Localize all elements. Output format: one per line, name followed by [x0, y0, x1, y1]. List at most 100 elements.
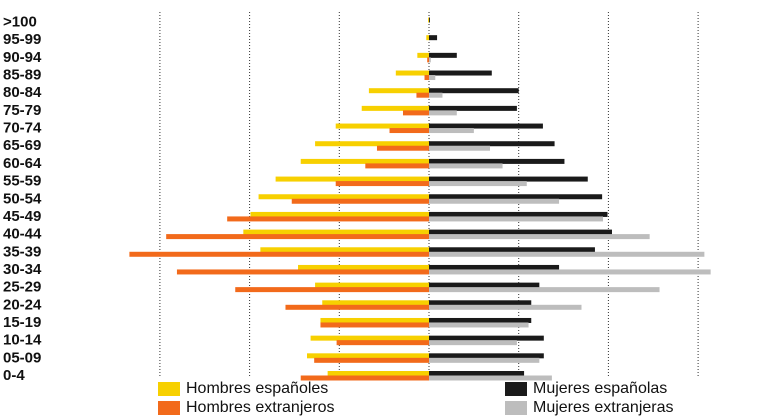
age-label: 90-94	[3, 49, 42, 66]
bar-left-espanoles	[243, 229, 429, 235]
age-label: >100	[3, 14, 37, 31]
bar-left-espanoles	[315, 282, 429, 288]
bar-left-espanoles	[320, 317, 429, 323]
bar-right-extranjeros	[429, 128, 474, 134]
bar-left-extranjeros	[176, 269, 429, 275]
bar-left-espanoles	[298, 264, 429, 270]
bar-right-espanoles	[429, 247, 595, 253]
bar-right-extranjeros	[429, 251, 705, 257]
age-label: 25-29	[3, 279, 41, 296]
legend-item-hombres-extranjeros: Hombres extranjeros	[158, 399, 335, 417]
age-label: 35-39	[3, 243, 41, 260]
age-label: 95-99	[3, 31, 41, 48]
bar-left-extranjeros	[424, 75, 429, 81]
age-label: 30-34	[3, 261, 42, 278]
bar-right-espanoles	[429, 194, 603, 200]
bar-right-espanoles	[429, 70, 492, 76]
age-labels: 0-405-0910-1415-1920-2425-2930-3435-3940…	[3, 14, 42, 385]
bar-right-extranjeros	[429, 322, 529, 328]
legend-item-hombres-espanoles: Hombres españoles	[158, 380, 328, 398]
bar-right-espanoles	[429, 123, 543, 129]
age-label: 10-14	[3, 332, 42, 349]
legend-label-hombres-espanoles: Hombres españoles	[186, 380, 329, 397]
bar-right-extranjeros	[429, 375, 552, 381]
bar-left-extranjeros	[235, 287, 429, 293]
bar-right-extranjeros	[429, 216, 604, 222]
bar-right-extranjeros	[429, 145, 490, 151]
bar-left-extranjeros	[320, 322, 429, 328]
bar-right-extranjeros	[429, 75, 436, 81]
bar-left-espanoles	[307, 353, 429, 359]
bar-right-espanoles	[429, 88, 519, 94]
bar-right-extranjeros	[429, 304, 582, 310]
bar-left-espanoles	[300, 158, 429, 164]
bar-right-espanoles	[429, 300, 532, 306]
bar-left-espanoles	[327, 371, 429, 376]
bar-left-espanoles	[428, 17, 429, 23]
age-label: 15-19	[3, 314, 41, 331]
bar-right-extranjeros	[429, 234, 650, 240]
bar-right-espanoles	[429, 371, 525, 376]
bar-left-extranjeros	[129, 251, 430, 257]
bar-right-espanoles	[429, 158, 565, 164]
bar-left-espanoles	[258, 194, 429, 200]
bar-left-extranjeros	[389, 128, 429, 134]
bar-right-espanoles	[429, 52, 457, 58]
bar-right-espanoles	[429, 282, 540, 288]
bar-right-extranjeros	[429, 269, 711, 275]
legend-item-mujeres-espanolas: Mujeres españolas	[505, 380, 667, 398]
legend-swatch-hombres-extranjeros	[158, 401, 180, 415]
age-label: 65-69	[3, 137, 41, 154]
bar-left-espanoles	[417, 52, 429, 58]
age-label: 40-44	[3, 226, 42, 243]
bar-right-extranjeros	[429, 110, 457, 116]
legend-swatch-mujeres-extranjeras	[505, 401, 527, 415]
bar-right-extranjeros	[429, 163, 503, 169]
age-label: 60-64	[3, 155, 42, 172]
age-label: 0-4	[3, 367, 25, 384]
bar-left-extranjeros	[427, 57, 429, 63]
bar-left-extranjeros	[166, 234, 429, 240]
bar-left-extranjeros	[314, 357, 429, 363]
bar-left-extranjeros	[291, 198, 429, 204]
bar-right-espanoles	[429, 211, 608, 217]
bar-right-espanoles	[429, 317, 532, 323]
bar-right-extranjeros	[429, 340, 517, 346]
bar-right-extranjeros	[429, 198, 560, 204]
bar-left-espanoles	[335, 123, 429, 129]
legend-swatch-mujeres-espanolas	[505, 382, 527, 396]
bar-left-extranjeros	[335, 181, 429, 187]
bar-right-espanoles	[429, 176, 588, 182]
bar-right-espanoles	[429, 35, 438, 41]
legend-item-mujeres-extranjeras: Mujeres extranjeras	[505, 399, 674, 417]
age-label: 75-79	[3, 102, 41, 119]
bar-right-extranjeros	[429, 357, 540, 363]
bar-left-espanoles	[426, 35, 429, 41]
age-label: 80-84	[3, 84, 42, 101]
bar-right-espanoles	[429, 229, 612, 235]
bar-left-extranjeros	[376, 145, 429, 151]
bar-left-extranjeros	[285, 304, 429, 310]
bar-left-extranjeros	[402, 110, 429, 116]
bar-left-espanoles	[310, 335, 429, 341]
bar-right-extranjeros	[429, 57, 431, 63]
age-label: 50-54	[3, 190, 42, 207]
bar-left-espanoles	[315, 141, 429, 147]
bar-right-espanoles	[429, 264, 560, 270]
bar-right-espanoles	[429, 335, 544, 341]
bar-left-extranjeros	[336, 340, 429, 346]
bar-left-extranjeros	[300, 375, 429, 381]
age-label: 45-49	[3, 208, 41, 225]
bar-left-espanoles	[250, 211, 429, 217]
bar-right-extranjeros	[429, 287, 660, 293]
bar-right-extranjeros	[429, 92, 443, 98]
bar-right-espanoles	[429, 353, 544, 359]
bar-left-espanoles	[368, 88, 429, 94]
legend-label-mujeres-espanolas: Mujeres españolas	[533, 380, 668, 397]
age-label: 85-89	[3, 67, 41, 84]
bar-left-espanoles	[395, 70, 429, 76]
bars	[129, 17, 711, 381]
age-label: 20-24	[3, 296, 42, 313]
legend-swatch-hombres-espanoles	[158, 382, 180, 396]
bar-left-extranjeros	[227, 216, 429, 222]
